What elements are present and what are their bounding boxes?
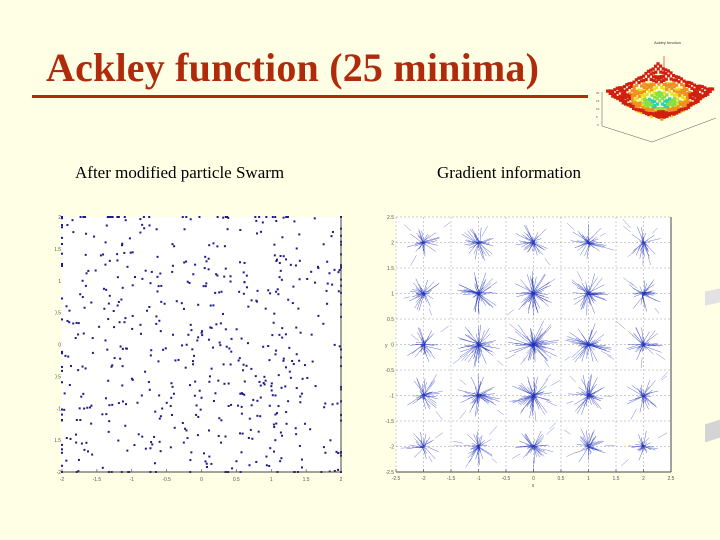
svg-text:-1: -1 bbox=[476, 476, 481, 482]
svg-text:-1.5: -1.5 bbox=[447, 476, 456, 482]
svg-text:1.5: 1.5 bbox=[613, 476, 620, 482]
svg-text:0.5: 0.5 bbox=[387, 317, 394, 323]
svg-text:0.5: 0.5 bbox=[558, 476, 565, 482]
ackley-surface-thumbnail: Ackley function 20 15 10 5 0 bbox=[596, 40, 717, 143]
svg-text:5: 5 bbox=[596, 115, 598, 119]
title-underline bbox=[32, 95, 588, 98]
svg-text:-2: -2 bbox=[421, 476, 426, 482]
svg-text:-1.5: -1.5 bbox=[55, 438, 61, 444]
svg-text:0: 0 bbox=[532, 476, 535, 482]
svg-text:1.5: 1.5 bbox=[55, 247, 61, 253]
svg-text:1: 1 bbox=[270, 477, 273, 483]
svg-text:0.5: 0.5 bbox=[233, 477, 240, 483]
right-plot-caption: Gradient information bbox=[437, 163, 581, 182]
decorative-shape-upper bbox=[705, 288, 720, 306]
left-plot-caption: After modified particle Swarm bbox=[75, 163, 285, 182]
svg-text:-1.5: -1.5 bbox=[385, 419, 394, 425]
svg-text:-1.5: -1.5 bbox=[93, 477, 102, 483]
slide-title: Ackley function (25 minima) bbox=[46, 45, 540, 90]
svg-text:20: 20 bbox=[596, 91, 600, 95]
svg-text:y: y bbox=[385, 343, 388, 349]
svg-text:10: 10 bbox=[596, 107, 600, 111]
svg-text:2.5: 2.5 bbox=[387, 215, 394, 221]
svg-text:-2.5: -2.5 bbox=[392, 476, 401, 482]
svg-text:0: 0 bbox=[200, 477, 203, 483]
svg-text:-1: -1 bbox=[130, 477, 135, 483]
svg-text:1: 1 bbox=[58, 279, 61, 285]
gradient-quiver-plot: -2.5 -2 -1.5 -1 -0.5 0 0.5 1 1.5 2 2.5 2.5 2 1.5 1 0.5… bbox=[385, 215, 675, 489]
svg-text:-2: -2 bbox=[390, 445, 395, 451]
svg-text:2: 2 bbox=[58, 215, 61, 221]
svg-text:-2.5: -2.5 bbox=[385, 470, 394, 476]
svg-text:2: 2 bbox=[642, 476, 645, 482]
svg-text:15: 15 bbox=[596, 99, 600, 103]
svg-text:0: 0 bbox=[597, 123, 599, 127]
svg-text:-1: -1 bbox=[390, 394, 395, 400]
svg-text:2.5: 2.5 bbox=[668, 476, 675, 482]
svg-text:1.5: 1.5 bbox=[303, 477, 310, 483]
svg-text:-0.5: -0.5 bbox=[385, 368, 394, 374]
svg-text:x: x bbox=[532, 483, 535, 489]
svg-text:0: 0 bbox=[58, 343, 61, 349]
swarm-scatter-plot: -2 -1.5 -1 -0.5 0 0.5 1 1.5 2 2 1.5 1 0.5 0 -0.5 -1 -1.… bbox=[55, 215, 343, 483]
svg-text:-2: -2 bbox=[60, 477, 65, 483]
svg-text:1: 1 bbox=[587, 476, 590, 482]
svg-text:-0.5: -0.5 bbox=[55, 374, 61, 380]
svg-text:0: 0 bbox=[391, 343, 394, 349]
svg-text:2: 2 bbox=[340, 477, 343, 483]
svg-text:1: 1 bbox=[391, 292, 394, 298]
svg-text:-0.5: -0.5 bbox=[502, 476, 511, 482]
svg-text:-0.5: -0.5 bbox=[162, 477, 171, 483]
svg-text:1.5: 1.5 bbox=[387, 266, 394, 272]
decorative-shape-lower bbox=[705, 419, 720, 443]
svg-text:2: 2 bbox=[391, 241, 394, 247]
svg-text:-2: -2 bbox=[57, 470, 62, 476]
svg-text:-1: -1 bbox=[57, 406, 62, 412]
svg-text:0.5: 0.5 bbox=[55, 311, 61, 317]
svg-text:Ackley function: Ackley function bbox=[654, 40, 681, 45]
